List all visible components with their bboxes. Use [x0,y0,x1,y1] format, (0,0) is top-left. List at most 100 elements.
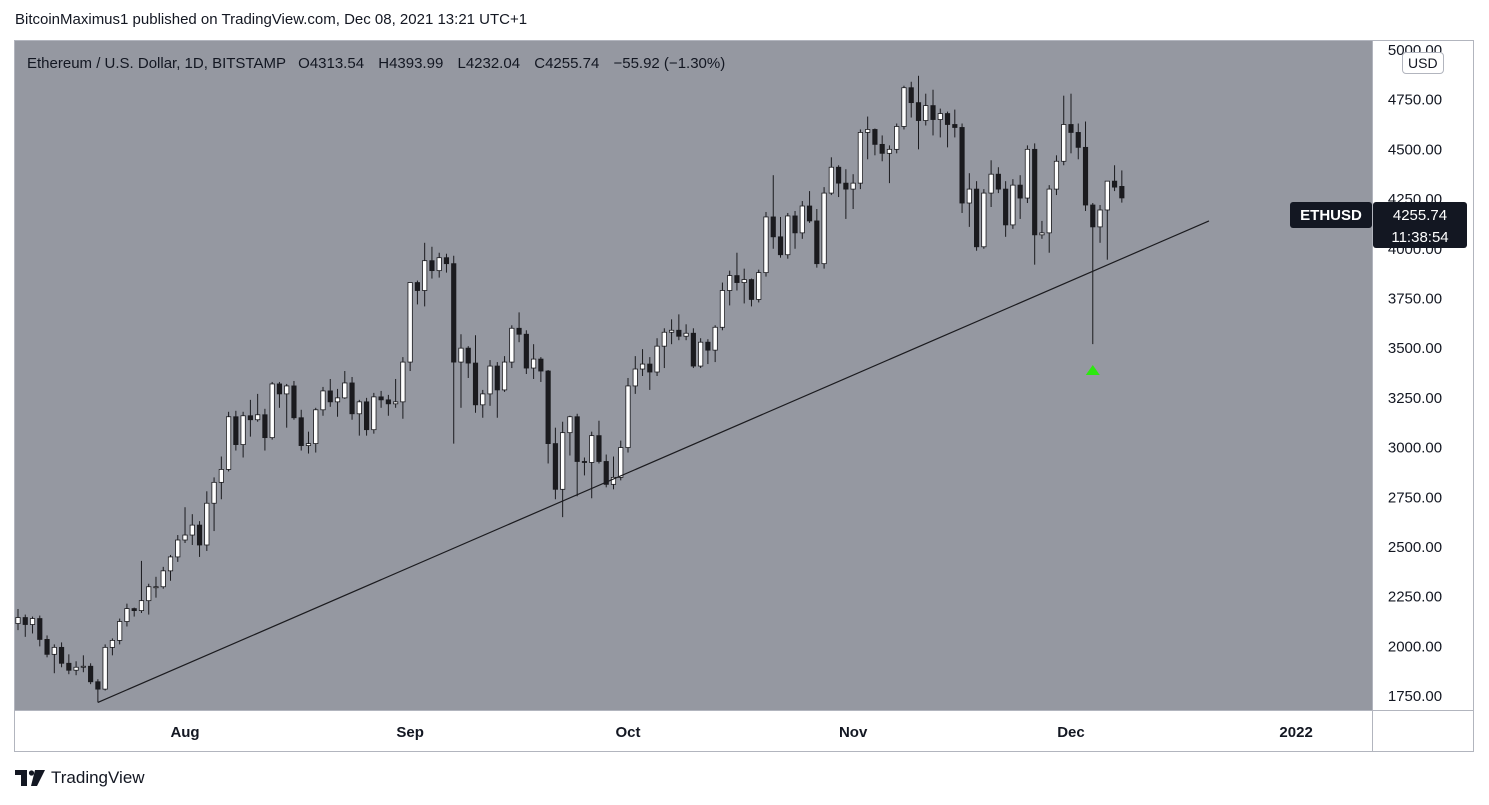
candle-body [1119,186,1125,199]
candle-body [799,205,805,234]
candle-body [88,665,94,683]
candle-body [988,173,994,194]
candle-body [204,502,210,546]
time-tick-label: Dec [1057,724,1085,741]
price-tick-label: 3250.00 [1388,390,1442,407]
candle-body [538,358,544,372]
candle-body [146,586,152,602]
candle-body [879,143,885,154]
candle-body [175,539,181,558]
price-tag-price: 4255.74 [1393,207,1447,224]
candle-body [792,215,798,234]
price-tag-symbol: ETHUSD [1300,207,1362,224]
candle-body [806,205,813,222]
time-tick-label: 2022 [1279,724,1312,741]
tradingview-brand[interactable]: TradingView [15,768,145,788]
candle-body [857,132,863,184]
publisher-text: BitcoinMaximus1 published on TradingView… [15,11,528,28]
candle-body [712,326,718,351]
legend-symbol: Ethereum / U.S. Dollar, 1D, BITSTAMP [27,55,286,72]
candle-body [356,401,362,415]
candle-body [785,215,791,256]
candle-body [944,113,951,125]
candle-body [320,390,326,411]
candle-body [567,416,573,434]
candle-body [1039,232,1045,236]
candle-body [414,282,420,291]
candle-body [400,361,406,403]
candle-body [487,365,493,395]
candle-body [393,401,399,405]
candle-body [334,397,341,403]
candle-body [894,126,900,150]
candle-body [240,415,246,445]
candle-body [901,87,907,127]
candle-body [531,358,537,369]
candle-body [516,327,522,335]
candle-body [654,345,660,373]
candle-body [836,166,842,184]
time-axis[interactable]: Aug Sep Oct Nov Dec 2022 [170,724,1312,741]
candle-body [589,435,595,463]
candle-body [109,640,115,648]
candle-body [850,182,856,190]
candlestick-chart[interactable]: 1750.00 2000.00 2250.00 2500.00 2750.00 3000.… [14,40,1474,752]
candle-body [349,382,355,415]
legend-low-value: 4232.04 [465,55,521,72]
candle-body [138,600,145,611]
candle-body [80,665,86,668]
candle-body [843,182,849,190]
price-axis[interactable]: 1750.00 2000.00 2250.00 2500.00 2750.00 3000.… [1388,42,1442,705]
tradingview-brand-label: TradingView [51,768,145,787]
candle-body [436,257,442,272]
price-tick-label: 3000.00 [1388,440,1442,457]
candle-body [371,396,377,431]
candle-body [124,608,130,622]
price-tick-label: 4750.00 [1388,92,1442,109]
candle-body [610,476,617,485]
legend-open-label: O [298,55,310,72]
candle-body [560,432,566,490]
tradingview-logo-icon [15,770,45,786]
price-tag: ETHUSD 4255.74 11:38:54 [1290,202,1467,248]
price-tag-countdown: 11:38:54 [1391,229,1448,246]
candle-body [480,393,486,406]
plot-background[interactable] [15,41,1372,710]
candle-body [233,416,239,445]
candle-body [363,401,370,431]
candle-body [952,124,958,128]
candle-body [1032,148,1038,236]
candle-body [1111,180,1118,188]
currency-selector-button[interactable]: USD [1402,52,1444,74]
candle-body [255,414,261,421]
candle-body [443,257,450,265]
candle-body [262,414,268,439]
candle-body [37,618,43,640]
candle-body [734,275,740,283]
candle-body [632,368,638,387]
candle-body [705,341,711,351]
candle-body [698,341,704,367]
candle-body [545,370,551,444]
candle-body [886,148,893,154]
candle-body [284,385,290,395]
price-tick-label: 1750.00 [1388,688,1442,705]
candle-body [472,362,479,406]
candle-body [51,646,57,655]
candle-body [422,260,428,291]
candle-body [298,417,304,446]
candle-body [647,363,653,373]
candle-body [182,534,188,541]
candle-body [44,639,50,655]
candle-body [639,363,646,370]
candle-body [828,166,834,194]
candle-body [552,443,558,490]
candles-group [15,75,1125,703]
candle-body [102,646,108,690]
candle-body [305,443,312,446]
price-tick-label: 3500.00 [1388,340,1442,357]
legend-low-label: L [457,55,466,72]
candle-body [966,188,972,204]
candle-body [661,331,667,347]
candle-body [211,481,217,504]
